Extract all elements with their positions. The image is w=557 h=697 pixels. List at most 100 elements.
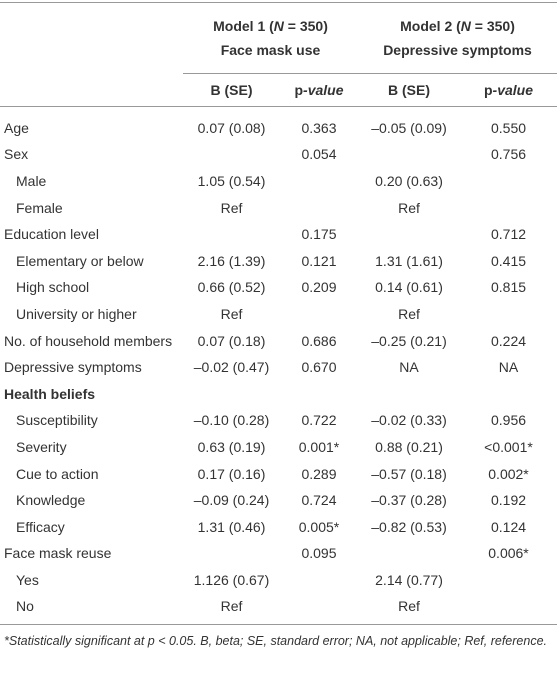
value-cell: 0.002* [488, 465, 529, 482]
row-label: Severity [16, 438, 67, 455]
value-cell: –0.82 (0.53) [371, 518, 447, 535]
value-cell: –0.02 (0.47) [193, 359, 270, 376]
table-row: No Ref Ref [0, 593, 557, 626]
value-cell: 2.14 (0.77) [375, 571, 443, 588]
value-cell: 0.054 [301, 146, 337, 163]
column-header: B (SE) [183, 73, 280, 107]
text-part: Model 1 ( [213, 18, 274, 34]
table-row: Depressive symptoms –0.02 (0.47) 0.670 NA NA [0, 354, 557, 381]
table-row: Health beliefs [0, 381, 557, 408]
text-part: = 350) [470, 18, 515, 34]
results-table: Model 1 (N = 350) Face mask use Model 2 (N… [0, 2, 557, 626]
value-cell: 0.095 [301, 545, 337, 562]
row-label: Male [16, 172, 47, 189]
value-cell [183, 381, 280, 408]
value-cell: 0.363 [301, 119, 337, 136]
row-label: Elementary or below [16, 252, 144, 269]
value-cell: 1.31 (1.61) [375, 252, 443, 269]
text-part: = 350) [283, 18, 328, 34]
value-cell [358, 541, 460, 568]
value-cell: 0.63 (0.19) [197, 438, 266, 455]
value-cell: –0.57 (0.18) [371, 465, 447, 482]
value-cell [183, 221, 280, 248]
value-cell [460, 593, 557, 626]
row-label: Depressive symptoms [4, 359, 142, 376]
value-cell: 1.31 (0.46) [197, 518, 266, 535]
row-label: Female [16, 199, 63, 216]
value-cell [183, 541, 280, 568]
table-row: Male 1.05 (0.54) 0.20 (0.63) [0, 168, 557, 195]
value-cell: –0.05 (0.09) [371, 119, 447, 136]
value-cell [358, 221, 460, 248]
value-cell: 1.126 (0.67) [193, 571, 270, 588]
value-cell: 0.712 [490, 226, 527, 243]
table-row: Education level 0.175 0.712 [0, 221, 557, 248]
value-cell [460, 567, 557, 594]
value-cell: NA [399, 359, 419, 376]
table-row: Yes 1.126 (0.67) 2.14 (0.77) [0, 567, 557, 594]
text-part: p [294, 82, 304, 98]
text-part: B (SE) [388, 82, 430, 98]
table-row: Efficacy 1.31 (0.46) 0.005* –0.82 (0.53) 0.1… [0, 514, 557, 541]
value-cell [280, 593, 358, 626]
value-cell: –0.37 (0.28) [371, 492, 447, 509]
value-cell: 0.124 [490, 518, 527, 535]
column-header: p-value [280, 73, 358, 107]
corner [0, 2, 183, 74]
text-part: Model 2 ( [400, 18, 461, 34]
value-cell [280, 168, 358, 195]
value-cell [460, 381, 557, 408]
value-cell: 0.005* [298, 518, 340, 535]
model-title: Model 1 (N = 350) [183, 14, 358, 38]
value-cell [460, 195, 557, 222]
value-cell: 0.722 [301, 412, 337, 429]
value-cell: 0.670 [301, 359, 337, 376]
row-label: Face mask reuse [4, 545, 112, 562]
text-part: -value [303, 82, 344, 98]
footnote: *Statistically significant at p < 0.05. … [4, 634, 547, 649]
column-header: B (SE) [358, 73, 460, 107]
table-row: Knowledge –0.09 (0.24) 0.724 –0.37 (0.28) 0.… [0, 487, 557, 514]
value-cell: 0.88 (0.21) [375, 438, 443, 455]
value-cell: <0.001* [484, 438, 533, 455]
value-cell: 0.121 [301, 252, 337, 269]
row-label: Efficacy [16, 518, 65, 535]
table-row: High school 0.66 (0.52) 0.209 0.14 (0.61) 0.… [0, 275, 557, 302]
value-cell: Ref [220, 199, 243, 216]
row-label: Knowledge [16, 492, 86, 509]
row-label: Yes [16, 571, 39, 588]
value-cell: Ref [183, 593, 280, 626]
model-title: Model 2 (N = 350) [358, 14, 557, 38]
value-cell: 0.209 [301, 279, 337, 296]
value-cell: 0.686 [301, 332, 337, 349]
table-row: No. of household members 0.07 (0.18) 0.686… [0, 328, 557, 355]
row-label: No [0, 593, 183, 626]
value-cell: –0.10 (0.28) [193, 412, 270, 429]
value-cell: 0.006* [488, 545, 529, 562]
table-row: Face mask reuse 0.095 0.006* [0, 541, 557, 568]
value-cell: 0.724 [301, 492, 337, 509]
column-header: p-value [460, 73, 557, 107]
value-cell: 0.815 [490, 279, 527, 296]
text-part: -value [492, 82, 534, 98]
text-part: B (SE) [210, 82, 253, 98]
value-cell: Ref [358, 593, 460, 626]
text-part: N [460, 18, 471, 34]
value-cell: Ref [220, 305, 243, 322]
value-cell [280, 301, 358, 328]
model-header: Model 2 (N = 350) Depressive symptoms [358, 2, 557, 74]
row-label: Education level [4, 226, 99, 243]
value-cell: –0.25 (0.21) [371, 332, 447, 349]
value-cell: 0.175 [301, 226, 337, 243]
value-cell [183, 142, 280, 169]
value-cell: 1.05 (0.54) [197, 172, 266, 189]
value-cell: 0.07 (0.08) [197, 119, 266, 136]
table-row: Sex 0.054 0.756 [0, 142, 557, 169]
value-cell: 0.550 [490, 119, 527, 136]
table-row: Age 0.07 (0.08) 0.363 –0.05 (0.09) 0.550 [0, 107, 557, 142]
value-cell: 0.001* [298, 438, 340, 455]
row-label: No. of household members [4, 332, 173, 349]
row-label: Health beliefs [4, 385, 96, 402]
value-cell [358, 381, 460, 408]
